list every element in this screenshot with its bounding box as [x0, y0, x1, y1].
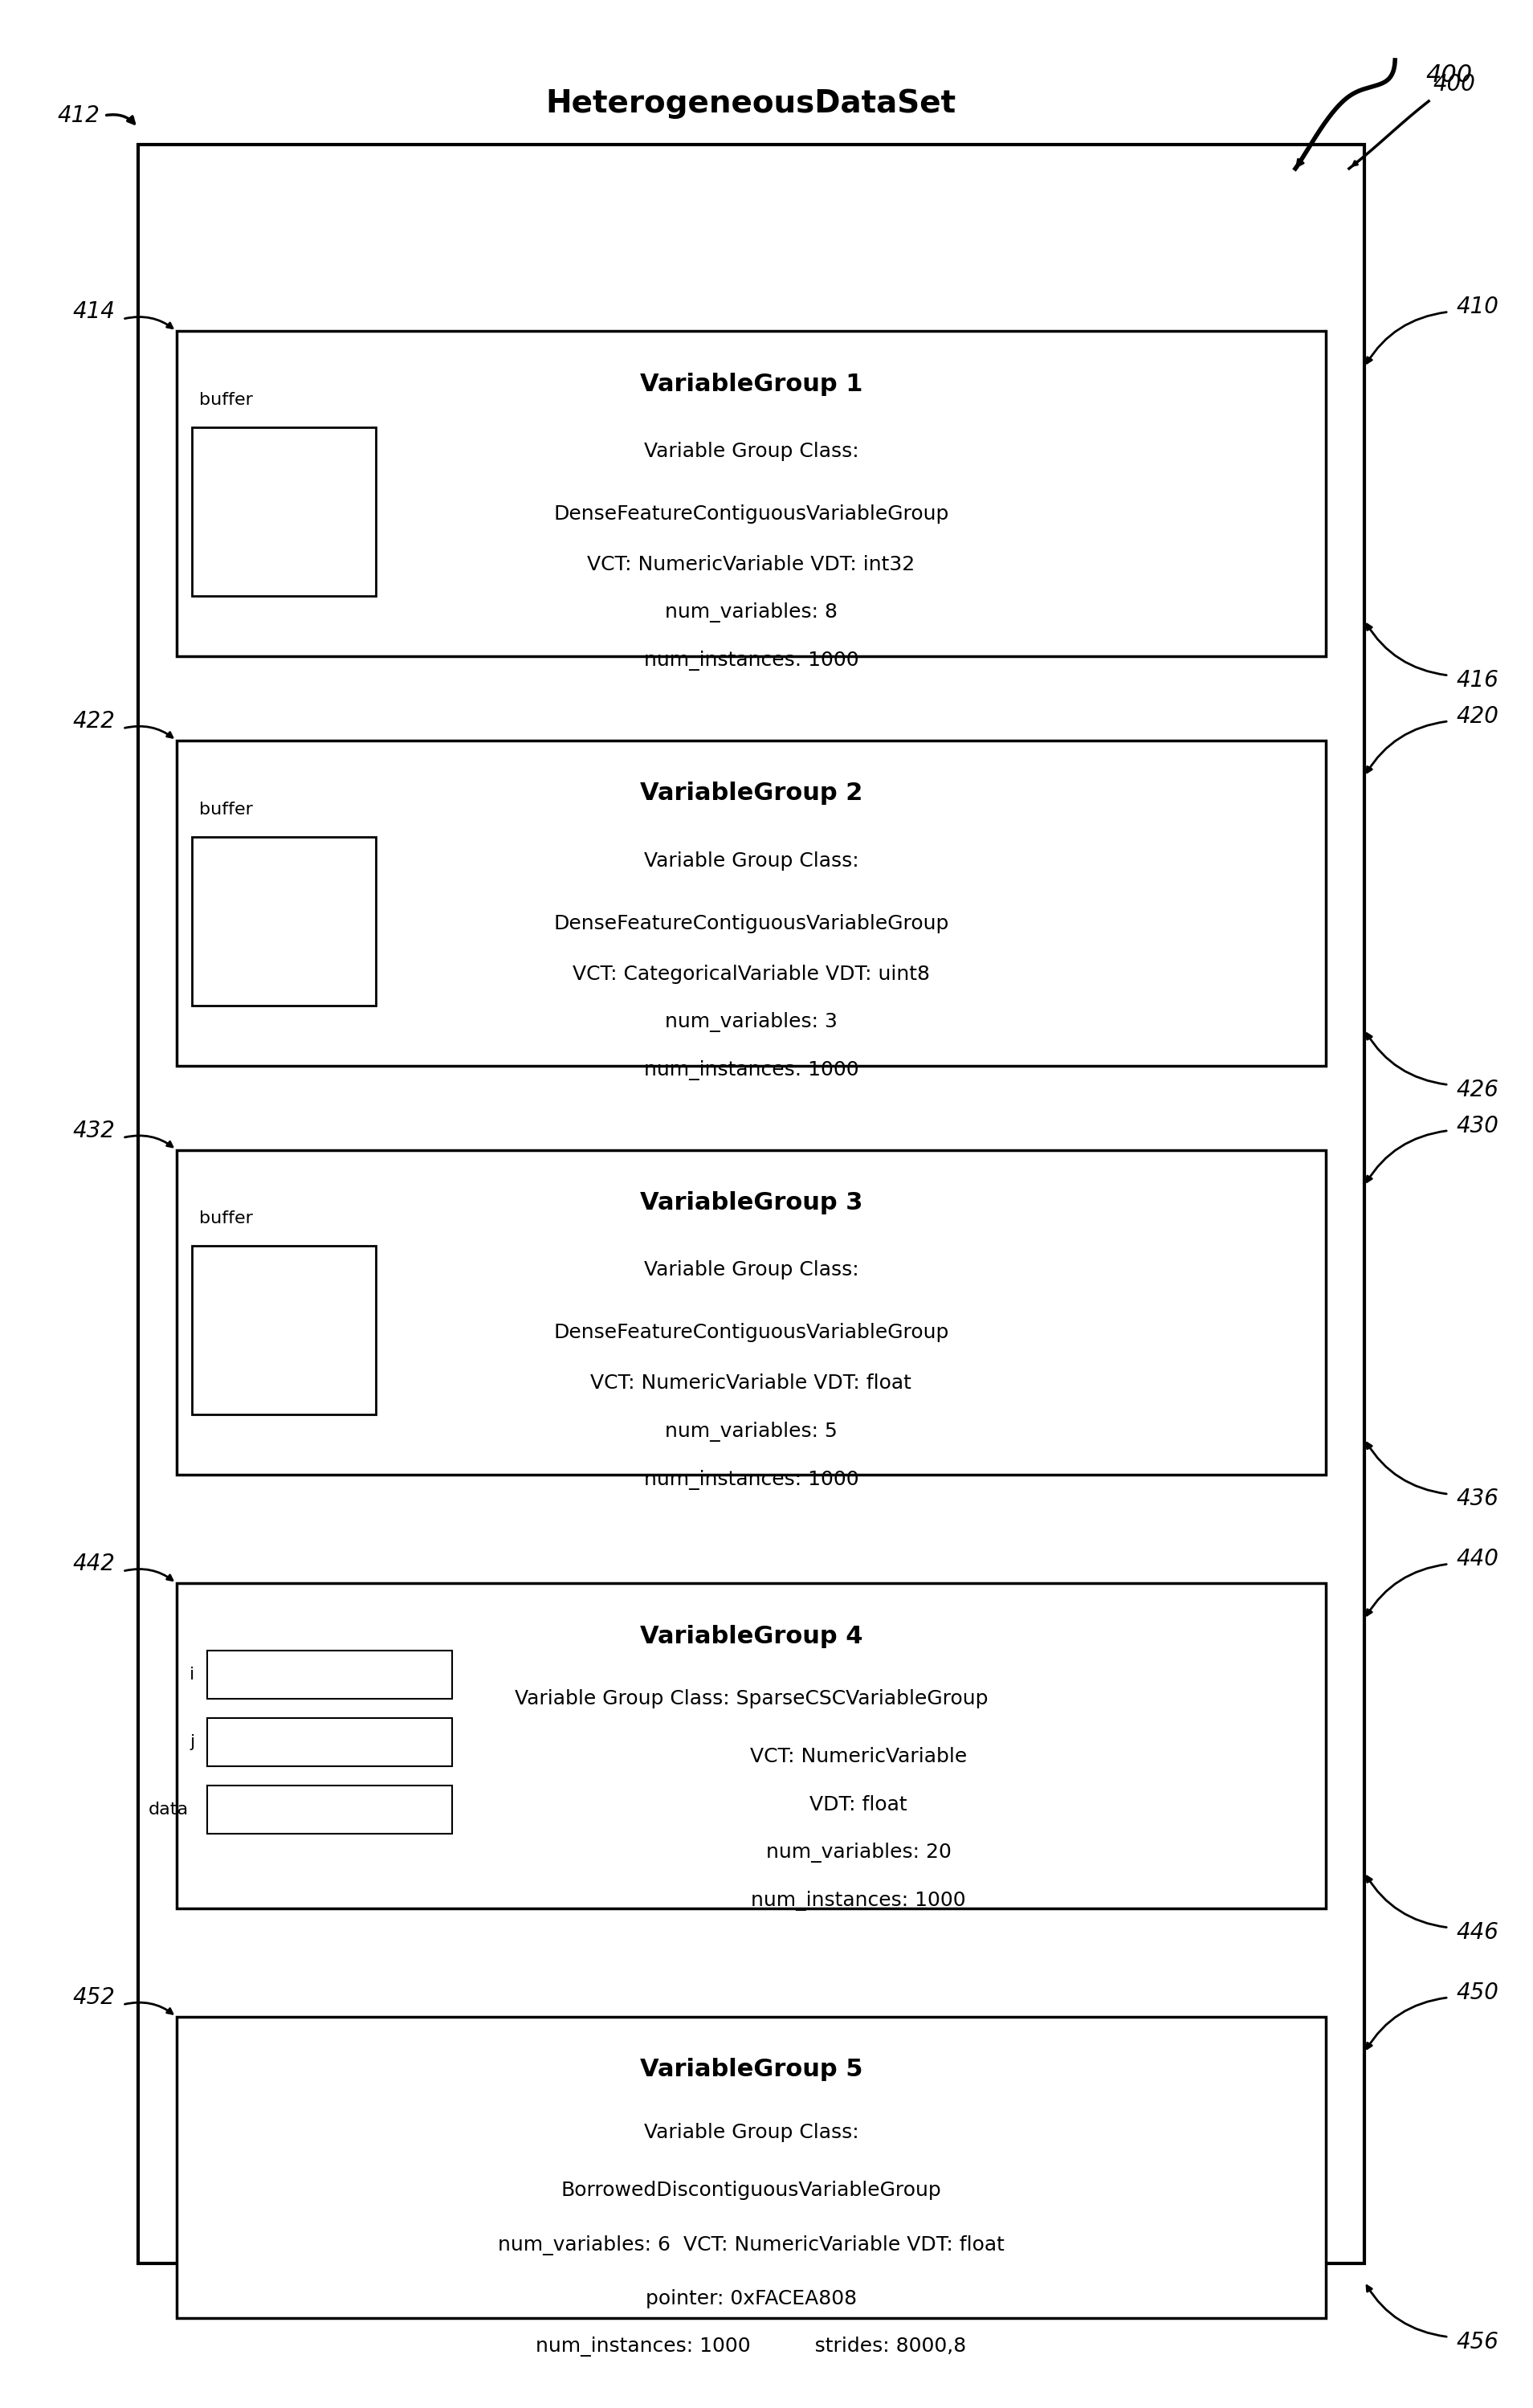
FancyArrowPatch shape — [1367, 1132, 1447, 1182]
Text: 430: 430 — [1456, 1115, 1499, 1137]
Text: VDT: float: VDT: float — [809, 1794, 908, 1816]
FancyBboxPatch shape — [176, 332, 1326, 657]
FancyBboxPatch shape — [192, 429, 376, 595]
FancyArrowPatch shape — [1367, 1876, 1447, 1926]
Text: HeterogeneousDataSet: HeterogeneousDataSet — [546, 89, 957, 118]
Text: 400: 400 — [1433, 72, 1476, 96]
Text: buffer: buffer — [199, 802, 253, 816]
Text: num_instances: 1000          strides: 8000,8: num_instances: 1000 strides: 8000,8 — [537, 2336, 966, 2357]
Text: num_instances: 1000: num_instances: 1000 — [644, 650, 858, 672]
FancyArrowPatch shape — [1367, 624, 1447, 674]
Text: 450: 450 — [1456, 1982, 1499, 2003]
Text: num_variables: 3: num_variables: 3 — [665, 1011, 837, 1033]
FancyBboxPatch shape — [176, 1151, 1326, 1474]
Text: VCT: NumericVariable: VCT: NumericVariable — [750, 1746, 967, 1767]
FancyBboxPatch shape — [176, 742, 1326, 1064]
FancyArrowPatch shape — [1367, 313, 1447, 364]
FancyArrowPatch shape — [1367, 1033, 1447, 1084]
Text: 400: 400 — [1426, 63, 1472, 87]
Text: num_variables: 5: num_variables: 5 — [665, 1421, 837, 1442]
Text: Variable Group Class:: Variable Group Class: — [644, 1259, 858, 1281]
Text: num_instances: 1000: num_instances: 1000 — [644, 1060, 858, 1081]
FancyBboxPatch shape — [207, 1787, 452, 1835]
FancyArrowPatch shape — [124, 318, 173, 327]
FancyArrowPatch shape — [1367, 2285, 1447, 2336]
Text: data: data — [149, 1801, 189, 1818]
Text: VariableGroup 3: VariableGroup 3 — [639, 1192, 863, 1214]
Text: VCT: NumericVariable VDT: float: VCT: NumericVariable VDT: float — [590, 1373, 912, 1394]
Text: Variable Group Class:: Variable Group Class: — [644, 2121, 858, 2143]
Text: 410: 410 — [1456, 296, 1499, 318]
Text: num_variables: 8: num_variables: 8 — [665, 602, 837, 624]
Text: VariableGroup 5: VariableGroup 5 — [639, 2059, 863, 2081]
Text: num_variables: 20: num_variables: 20 — [766, 1842, 950, 1864]
Text: 422: 422 — [72, 710, 115, 732]
Text: VCT: NumericVariable VDT: int32: VCT: NumericVariable VDT: int32 — [587, 554, 915, 576]
Text: DenseFeatureContiguousVariableGroup: DenseFeatureContiguousVariableGroup — [553, 503, 949, 525]
Text: Variable Group Class:: Variable Group Class: — [644, 850, 858, 872]
FancyArrowPatch shape — [1367, 722, 1447, 773]
FancyBboxPatch shape — [207, 1719, 452, 1767]
FancyBboxPatch shape — [176, 1584, 1326, 1907]
Text: 416: 416 — [1456, 669, 1499, 691]
FancyBboxPatch shape — [192, 838, 376, 1007]
FancyArrowPatch shape — [1367, 1442, 1447, 1493]
Text: 432: 432 — [72, 1120, 115, 1141]
FancyArrowPatch shape — [124, 2003, 173, 2013]
FancyArrowPatch shape — [124, 1570, 173, 1580]
Text: i: i — [190, 1666, 195, 1683]
Text: VariableGroup 4: VariableGroup 4 — [639, 1625, 863, 1647]
Text: Variable Group Class: SparseCSCVariableGroup: Variable Group Class: SparseCSCVariableG… — [515, 1688, 987, 1710]
FancyBboxPatch shape — [138, 144, 1364, 2264]
FancyArrowPatch shape — [1367, 1999, 1447, 2049]
Text: pointer: 0xFACEA808: pointer: 0xFACEA808 — [645, 2288, 857, 2309]
Text: DenseFeatureContiguousVariableGroup: DenseFeatureContiguousVariableGroup — [553, 913, 949, 934]
Text: j: j — [190, 1734, 195, 1751]
Text: 426: 426 — [1456, 1079, 1499, 1100]
FancyBboxPatch shape — [176, 2018, 1326, 2316]
FancyBboxPatch shape — [207, 1652, 452, 1700]
Text: buffer: buffer — [199, 1211, 253, 1226]
Text: num_instances: 1000: num_instances: 1000 — [644, 1469, 858, 1491]
Text: VCT: CategoricalVariable VDT: uint8: VCT: CategoricalVariable VDT: uint8 — [572, 963, 931, 985]
Text: 436: 436 — [1456, 1488, 1499, 1510]
Text: num_variables: 6  VCT: NumericVariable VDT: float: num_variables: 6 VCT: NumericVariable VD… — [498, 2235, 1004, 2256]
Text: VariableGroup 2: VariableGroup 2 — [639, 783, 863, 804]
FancyArrowPatch shape — [1367, 1565, 1447, 1616]
Text: Variable Group Class:: Variable Group Class: — [644, 441, 858, 462]
Text: 452: 452 — [72, 1987, 115, 2008]
Text: 412: 412 — [57, 104, 100, 128]
Text: DenseFeatureContiguousVariableGroup: DenseFeatureContiguousVariableGroup — [553, 1322, 949, 1344]
FancyArrowPatch shape — [124, 1137, 173, 1146]
Text: buffer: buffer — [199, 393, 253, 409]
Text: 420: 420 — [1456, 706, 1499, 727]
Text: 440: 440 — [1456, 1548, 1499, 1570]
Text: 442: 442 — [72, 1553, 115, 1575]
FancyArrowPatch shape — [124, 727, 173, 737]
Text: 414: 414 — [72, 301, 115, 323]
Text: 456: 456 — [1456, 2331, 1499, 2353]
FancyArrowPatch shape — [106, 116, 135, 123]
Text: VariableGroup 1: VariableGroup 1 — [639, 373, 863, 395]
Text: 446: 446 — [1456, 1922, 1499, 1943]
Text: num_instances: 1000: num_instances: 1000 — [751, 1890, 966, 1912]
Text: BorrowedDiscontiguousVariableGroup: BorrowedDiscontiguousVariableGroup — [561, 2179, 941, 2201]
FancyBboxPatch shape — [192, 1247, 376, 1413]
